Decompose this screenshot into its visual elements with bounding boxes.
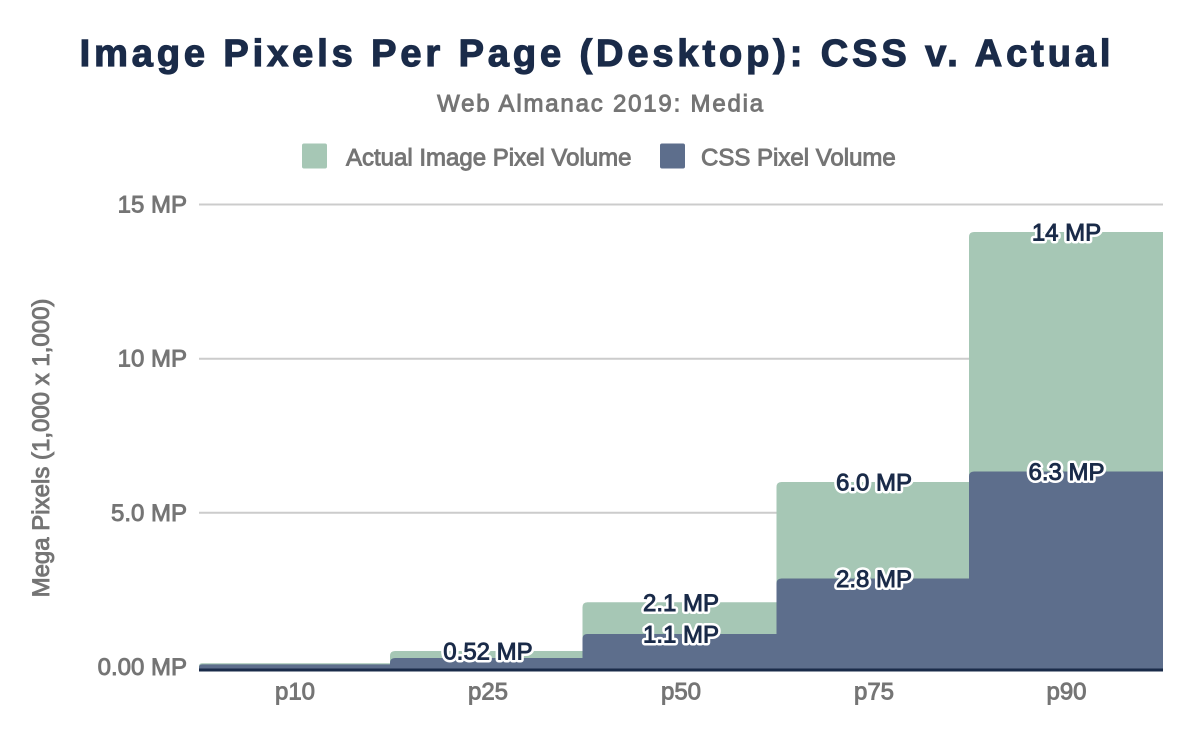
- svg-text:0.52 MP: 0.52 MP: [443, 639, 532, 666]
- svg-text:CSS Pixel Volume: CSS Pixel Volume: [701, 145, 896, 172]
- svg-text:2.1 MP: 2.1 MP: [643, 590, 719, 617]
- svg-text:6.0 MP: 6.0 MP: [836, 470, 912, 497]
- svg-text:6.0 MP: 6.0 MP: [836, 470, 912, 497]
- svg-text:Actual Image Pixel Volume: Actual Image Pixel Volume: [346, 145, 631, 172]
- svg-text:14 MP: 14 MP: [1032, 220, 1101, 247]
- svg-text:1.1 MP: 1.1 MP: [643, 622, 719, 649]
- svg-text:0.52 MP: 0.52 MP: [443, 639, 532, 666]
- svg-text:2.8 MP: 2.8 MP: [836, 566, 912, 593]
- svg-text:Image Pixels Per Page (Desktop: Image Pixels Per Page (Desktop): CSS v. …: [80, 33, 1115, 75]
- svg-text:p90: p90: [1046, 679, 1086, 706]
- svg-text:2.8 MP: 2.8 MP: [836, 566, 912, 593]
- svg-text:Web Almanac 2019: Media: Web Almanac 2019: Media: [437, 91, 765, 118]
- svg-text:5.0 MP: 5.0 MP: [111, 500, 187, 527]
- svg-text:p25: p25: [468, 679, 508, 706]
- svg-text:p50: p50: [661, 679, 701, 706]
- svg-text:1.1 MP: 1.1 MP: [643, 622, 719, 649]
- svg-text:6.3 MP: 6.3 MP: [1028, 459, 1104, 486]
- svg-text:0.00 MP: 0.00 MP: [98, 654, 187, 681]
- svg-text:6.3 MP: 6.3 MP: [1028, 459, 1104, 486]
- svg-text:14 MP: 14 MP: [1032, 220, 1101, 247]
- svg-text:2.1 MP: 2.1 MP: [643, 590, 719, 617]
- svg-text:Mega Pixels (1,000 x 1,000): Mega Pixels (1,000 x 1,000): [28, 299, 55, 598]
- svg-text:10 MP: 10 MP: [118, 346, 187, 373]
- svg-text:p75: p75: [854, 679, 894, 706]
- svg-text:15 MP: 15 MP: [118, 192, 187, 219]
- svg-text:p10: p10: [275, 679, 315, 706]
